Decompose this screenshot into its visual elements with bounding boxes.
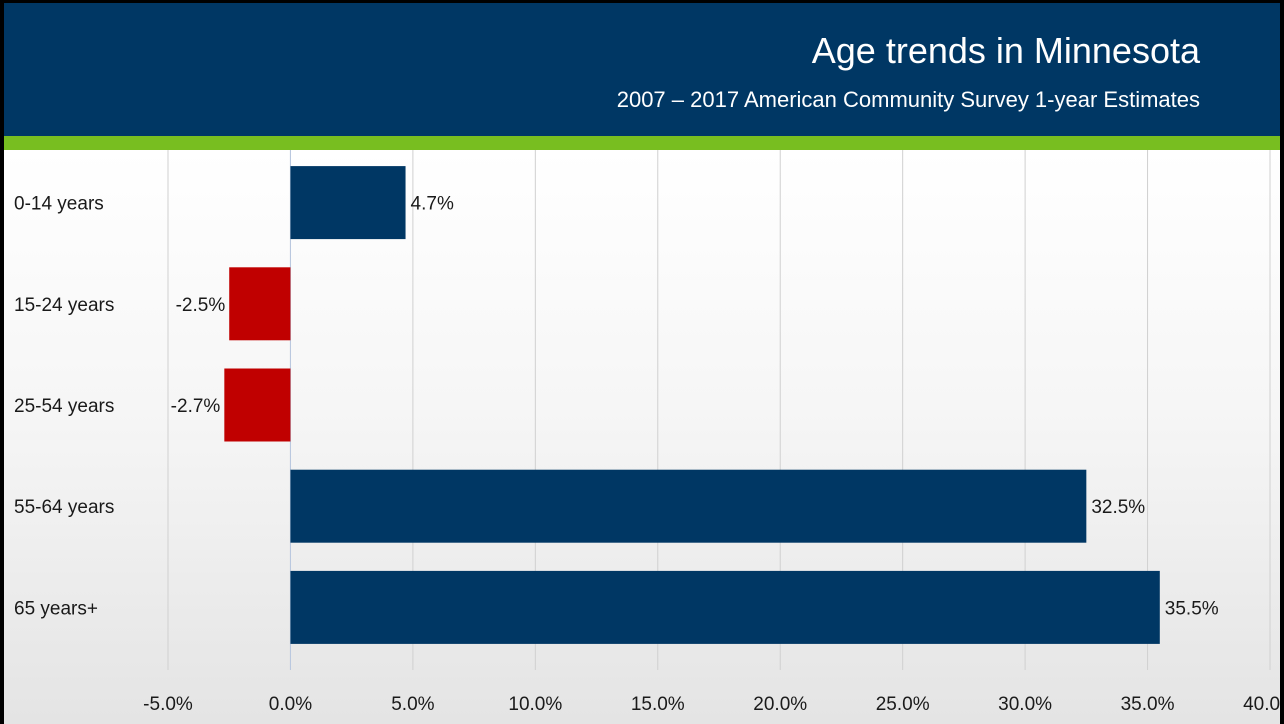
- bar-1: [290, 166, 406, 240]
- x-tick-label: 25.0%: [876, 694, 930, 715]
- x-tick-label: 5.0%: [391, 694, 434, 715]
- x-tick-label: 35.0%: [1121, 694, 1175, 715]
- x-tick-label: 20.0%: [753, 694, 807, 715]
- category-label: 0-14 years: [14, 194, 104, 215]
- data-label: 4.7%: [411, 194, 454, 215]
- category-label: 15-24 years: [14, 295, 114, 316]
- x-tick-label: 0.0%: [269, 694, 312, 715]
- accent-stripe: [4, 136, 1280, 150]
- bar-chart: 0-14 years 4.7% 15-24 years -2.5% 25-54 year…: [14, 150, 1280, 715]
- data-label: 35.5%: [1165, 598, 1219, 619]
- bar-2: [229, 267, 291, 341]
- data-label: -2.7%: [171, 396, 221, 417]
- data-label: -2.5%: [176, 295, 226, 316]
- bar-3: [224, 368, 291, 442]
- bar-4: [290, 469, 1087, 543]
- x-tick-label: 30.0%: [998, 694, 1052, 715]
- header-banner: Age trends in Minnesota 2007 – 2017 Amer…: [4, 3, 1280, 136]
- plot-area: 0-14 years 4.7% 15-24 years -2.5% 25-54 year…: [4, 150, 1280, 724]
- x-tick-label: 40.0%: [1243, 694, 1280, 715]
- x-tick-label: 15.0%: [631, 694, 685, 715]
- category-label: 65 years+: [14, 598, 98, 619]
- category-label: 25-54 years: [14, 396, 114, 417]
- chart-title: Age trends in Minnesota: [811, 30, 1200, 71]
- chart-subtitle: 2007 – 2017 American Community Survey 1-…: [616, 87, 1200, 112]
- data-label: 32.5%: [1091, 497, 1145, 518]
- category-label: 55-64 years: [14, 497, 114, 518]
- x-tick-label: -5.0%: [143, 694, 193, 715]
- x-tick-label: 10.0%: [508, 694, 562, 715]
- bar-5: [290, 570, 1160, 644]
